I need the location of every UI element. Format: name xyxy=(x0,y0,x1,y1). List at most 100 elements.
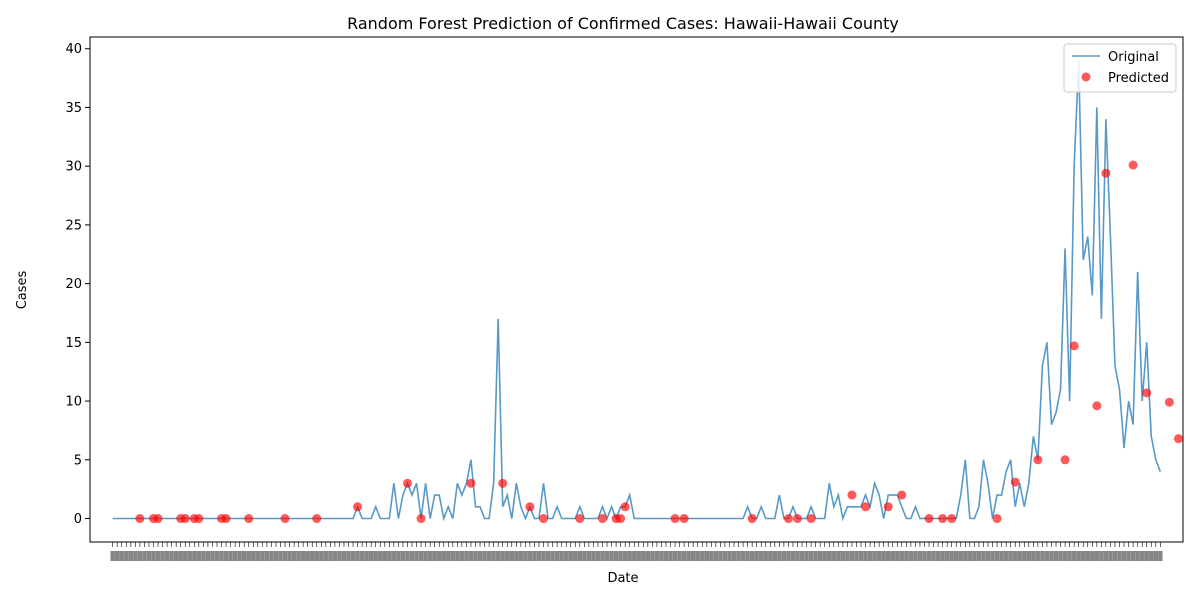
y-tick-label: 40 xyxy=(65,42,82,57)
x-tick-label-overlap xyxy=(119,551,124,561)
predicted-point xyxy=(1128,160,1138,170)
x-tick-label-overlap xyxy=(160,551,165,561)
x-tick-label-overlap xyxy=(319,551,324,561)
predicted-point xyxy=(221,514,231,524)
x-tick-label-overlap xyxy=(387,551,392,561)
x-tick-label-overlap xyxy=(273,551,279,561)
x-tick-label-overlap xyxy=(468,551,474,561)
x-tick-label-overlap xyxy=(668,551,673,561)
x-tick-label-overlap xyxy=(110,551,115,561)
x-tick-label-overlap xyxy=(836,551,841,561)
x-tick-label-overlap xyxy=(1149,551,1154,561)
x-tick-label-overlap xyxy=(686,551,691,561)
predicted-point xyxy=(312,514,322,524)
x-tick-label-overlap xyxy=(1126,551,1131,561)
x-tick-label-overlap xyxy=(654,551,660,561)
x-tick-label-overlap xyxy=(350,551,356,561)
x-tick-label-overlap xyxy=(518,551,524,561)
x-tick-label-overlap xyxy=(532,551,537,561)
x-tick-label-overlap xyxy=(663,551,669,561)
x-tick-label-overlap xyxy=(858,551,864,561)
predicted-point xyxy=(525,502,535,512)
x-tick-label-overlap xyxy=(337,551,342,561)
x-tick-label-overlap xyxy=(1022,551,1027,561)
x-tick-label-overlap xyxy=(695,551,700,561)
x-tick-label-overlap xyxy=(151,551,156,561)
x-tick-label-overlap xyxy=(500,551,505,561)
x-tick-label-overlap xyxy=(1058,551,1063,561)
x-tick-label-overlap xyxy=(1158,551,1163,561)
x-tick-label-overlap xyxy=(133,551,138,561)
predicted-point xyxy=(180,514,190,524)
x-tick-label-overlap xyxy=(418,551,424,561)
x-tick-label-overlap xyxy=(1112,551,1118,561)
x-tick-label-overlap xyxy=(1040,551,1045,561)
x-tick-label-overlap xyxy=(845,551,850,561)
x-tick-label-overlap xyxy=(990,551,995,561)
x-tick-label-overlap xyxy=(854,551,859,561)
chart-title: Random Forest Prediction of Confirmed Ca… xyxy=(347,14,899,33)
y-tick-label: 15 xyxy=(65,336,82,351)
x-tick-label-overlap xyxy=(473,551,478,561)
predicted-point xyxy=(747,514,757,524)
x-axis-title: Date xyxy=(607,571,638,586)
predicted-point xyxy=(1164,397,1174,407)
plot-frame xyxy=(89,36,1184,543)
x-tick-label-overlap xyxy=(831,551,836,561)
x-tick-label-overlap xyxy=(169,551,174,561)
x-tick-label-overlap xyxy=(1031,551,1036,561)
predicted-point xyxy=(539,514,549,524)
x-tick-label-overlap xyxy=(278,551,283,561)
x-tick-label-overlap xyxy=(187,551,192,561)
predicted-point xyxy=(1069,341,1079,351)
predicted-point xyxy=(1142,388,1152,398)
x-tick-label-overlap xyxy=(568,551,573,561)
x-tick-label-overlap xyxy=(1139,551,1145,561)
x-tick-label-overlap xyxy=(777,551,782,561)
predicted-point xyxy=(670,514,680,524)
predicted-point xyxy=(947,514,957,524)
x-tick-label-overlap xyxy=(1153,551,1158,561)
x-tick-label-overlap xyxy=(890,551,895,561)
x-tick-label-overlap xyxy=(944,551,950,561)
x-tick-label-overlap xyxy=(1067,551,1072,561)
x-tick-label-overlap xyxy=(704,551,709,561)
x-tick-label-overlap xyxy=(976,551,982,561)
x-tick-label-overlap xyxy=(604,551,610,561)
x-tick-label-overlap xyxy=(164,551,170,561)
x-tick-label-overlap xyxy=(1090,551,1095,561)
predicted-point xyxy=(153,514,163,524)
x-tick-label-overlap xyxy=(359,551,365,561)
x-tick-label-overlap xyxy=(749,551,755,561)
predicted-series-points xyxy=(135,160,1183,524)
predicted-point xyxy=(466,478,476,488)
x-tick-label-overlap xyxy=(772,551,778,561)
x-tick-label-overlap xyxy=(754,551,759,561)
y-axis-title: Cases xyxy=(15,270,30,309)
x-tick-label-overlap xyxy=(482,551,487,561)
y-tick-label: 5 xyxy=(74,453,82,468)
y-tick-label: 35 xyxy=(65,101,82,116)
x-tick-label-overlap xyxy=(609,551,614,561)
x-tick-label-overlap xyxy=(759,551,764,561)
predicted-point xyxy=(861,502,871,512)
x-tick-label-overlap xyxy=(1103,551,1109,561)
x-tick-label-overlap xyxy=(768,551,773,561)
x-tick-label-overlap xyxy=(1049,551,1054,561)
x-tick-label-overlap xyxy=(523,551,528,561)
x-tick-label-overlap xyxy=(205,551,211,561)
x-tick-label-overlap xyxy=(822,551,827,561)
x-tick-label-overlap xyxy=(627,551,632,561)
x-tick-label-overlap xyxy=(736,551,741,561)
x-tick-label-overlap xyxy=(305,551,310,561)
x-tick-label-overlap xyxy=(146,551,152,561)
x-tick-label-overlap xyxy=(786,551,791,561)
x-tick-label-overlap xyxy=(727,551,732,561)
y-axis: 0 5 10 15 20 25 30 35 40 xyxy=(65,42,90,527)
x-tick-label-overlap xyxy=(967,551,973,561)
x-tick-label-overlap xyxy=(1044,551,1050,561)
x-tick-label-overlap xyxy=(935,551,941,561)
x-tick-label-overlap xyxy=(645,551,651,561)
x-tick-label-overlap xyxy=(740,551,746,561)
x-tick-label-overlap xyxy=(223,551,229,561)
